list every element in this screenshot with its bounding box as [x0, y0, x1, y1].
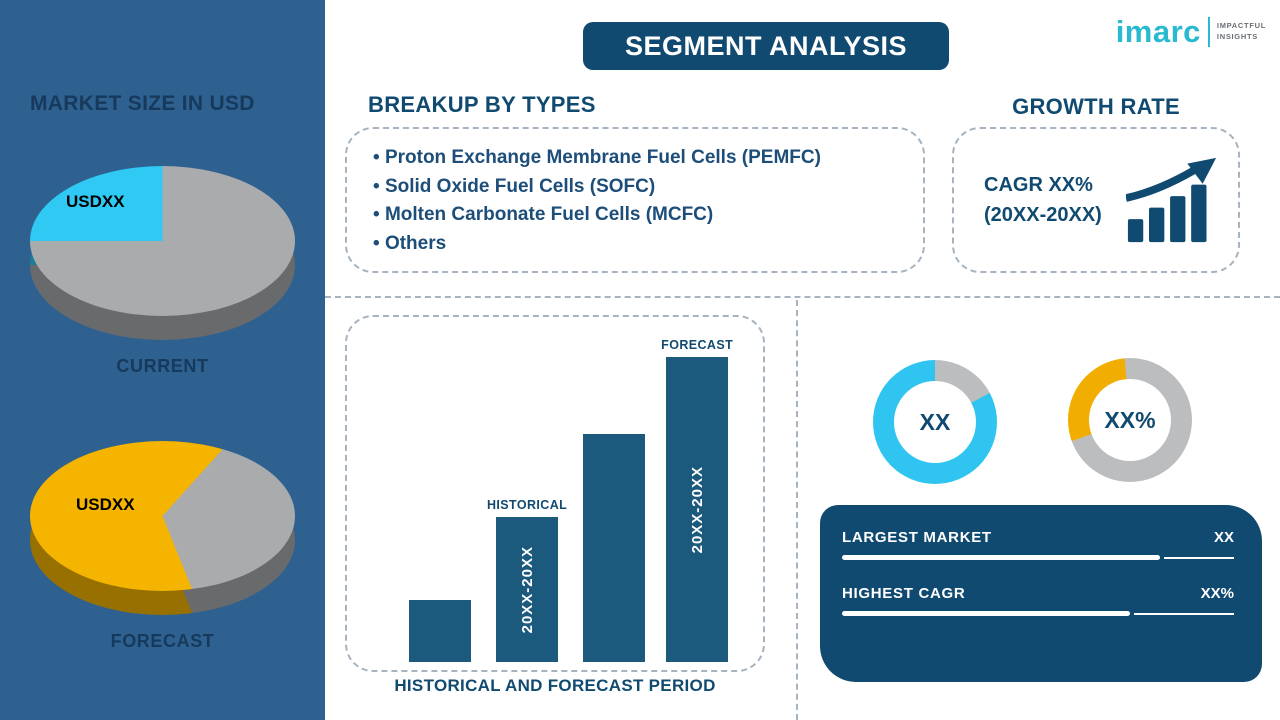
- logo-tagline-line1: IMPACTFUL: [1216, 21, 1266, 30]
- highest-cagr-bar: [842, 611, 1234, 616]
- highest-cagr-donut: XX%: [1068, 358, 1192, 482]
- highest-cagr-donut-label: XX%: [1089, 379, 1171, 461]
- cagr-line1: CAGR XX%: [984, 174, 1093, 196]
- period-bar-chart-box: HISTORICAL 20XX-20XX FORECAST 20XX-20XX: [345, 315, 765, 672]
- current-pie-face: [30, 166, 295, 316]
- horizontal-dashed-divider: [325, 296, 1280, 298]
- largest-market-bar-fill: [842, 555, 1160, 560]
- breakup-item: Others: [373, 230, 913, 259]
- current-pie-caption: CURRENT: [116, 356, 209, 376]
- largest-market-label: LARGEST MARKET: [842, 529, 992, 546]
- highest-cagr-value: XX%: [1200, 585, 1234, 602]
- breakup-item: Molten Carbonate Fuel Cells (MCFC): [373, 201, 913, 230]
- current-pie-chart: USDXX: [30, 166, 295, 342]
- highest-cagr-row: HIGHEST CAGR XX%: [842, 585, 1234, 616]
- breakup-by-types-heading: BREAKUP BY TYPES: [368, 92, 596, 117]
- bar-4: 20XX-20XX: [666, 357, 729, 662]
- sidebar-title: MARKET SIZE IN USD: [30, 92, 255, 115]
- breakup-list: Proton Exchange Membrane Fuel Cells (PEM…: [373, 144, 913, 258]
- logo-tagline: IMPACTFUL INSIGHTS: [1217, 21, 1266, 42]
- bar-column-4: FORECAST 20XX-20XX: [661, 338, 733, 662]
- cagr-line2: (20XX-20XX): [984, 204, 1102, 226]
- vertical-dashed-divider: [796, 300, 798, 720]
- breakup-by-types-box: Proton Exchange Membrane Fuel Cells (PEM…: [345, 127, 925, 273]
- period-bars: HISTORICAL 20XX-20XX FORECAST 20XX-20XX: [409, 338, 733, 662]
- forecast-pie-value-label: USDXX: [76, 495, 135, 514]
- page-title: SEGMENT ANALYSIS: [583, 22, 949, 70]
- period-chart-caption: HISTORICAL AND FORECAST PERIOD: [394, 676, 716, 695]
- logo-brand-text: imarc: [1115, 14, 1201, 49]
- bar-4-period-text: 20XX-20XX: [688, 465, 706, 554]
- growth-arrow-icon: [1126, 157, 1218, 243]
- forecast-label: FORECAST: [661, 338, 734, 352]
- growth-rate-heading: GROWTH RATE: [1012, 94, 1180, 119]
- highest-cagr-bar-fill: [842, 611, 1130, 616]
- logo-divider: [1207, 16, 1210, 47]
- largest-market-donut-label: XX: [894, 381, 976, 463]
- forecast-pie-face: [30, 441, 295, 591]
- imarc-logo: imarc IMPACTFUL INSIGHTS: [1116, 16, 1266, 47]
- highest-cagr-label: HIGHEST CAGR: [842, 585, 966, 602]
- forecast-pie-caption: FORECAST: [110, 631, 215, 651]
- breakup-item: Solid Oxide Fuel Cells (SOFC): [373, 173, 913, 202]
- highest-cagr-bar-rest: [1134, 612, 1234, 615]
- largest-market-donut: XX: [873, 360, 997, 484]
- market-size-sidebar: MARKET SIZE IN USD USDXX CURRENT USDXX F…: [0, 0, 325, 720]
- largest-market-bar: [842, 555, 1234, 560]
- historical-label: HISTORICAL: [487, 498, 568, 512]
- bar-2: 20XX-20XX: [496, 517, 559, 662]
- market-stats-panel: LARGEST MARKET XX HIGHEST CAGR XX%: [820, 505, 1262, 682]
- bar-column-3: [583, 434, 646, 662]
- forecast-pie-chart: USDXX: [30, 441, 295, 617]
- largest-market-row: LARGEST MARKET XX: [842, 529, 1234, 560]
- bar-column-1: [409, 600, 471, 662]
- largest-market-value: XX: [1213, 529, 1234, 546]
- bar-3: [583, 434, 646, 662]
- bar-1: [409, 600, 471, 662]
- bar-2-period-text: 20XX-20XX: [518, 545, 536, 634]
- bar-column-2: HISTORICAL 20XX-20XX: [487, 498, 567, 662]
- breakup-item: Proton Exchange Membrane Fuel Cells (PEM…: [373, 144, 913, 173]
- current-pie-value-label: USDXX: [66, 192, 125, 211]
- largest-market-bar-rest: [1164, 556, 1234, 559]
- main-panel: SEGMENT ANALYSIS imarc IMPACTFUL INSIGHT…: [325, 0, 1280, 720]
- logo-tagline-line2: INSIGHTS: [1216, 31, 1258, 41]
- growth-rate-box: CAGR XX% (20XX-20XX): [952, 127, 1240, 273]
- cagr-text: CAGR XX% (20XX-20XX): [984, 170, 1102, 230]
